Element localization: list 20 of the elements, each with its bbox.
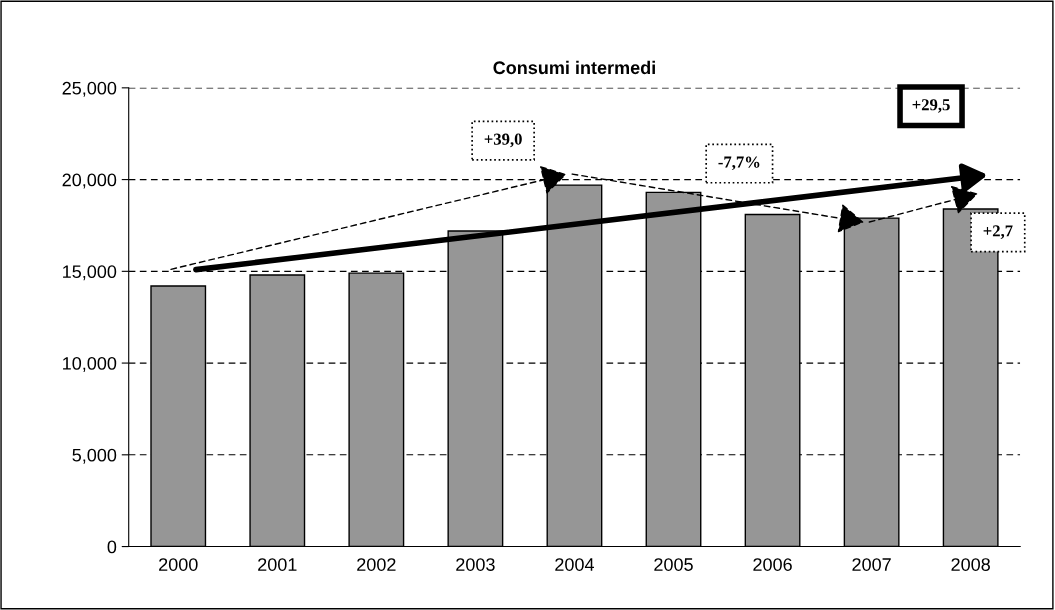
y-tick-label: 20,000 [62,173,117,189]
x-tick-label: 2001 [258,558,297,571]
annotation: +29,5 [912,99,950,113]
x-tick-label: 2006 [753,558,792,571]
chart-title: Consumi intermedi [493,60,655,75]
x-tick-label: 2005 [654,558,693,571]
y-tick-label: 5,000 [72,448,117,464]
y-tick-label: 15,000 [63,265,117,281]
annotation: -7,7% [718,156,760,171]
annotation: +39,0 [484,133,522,148]
x-tick-label: 2004 [555,558,594,571]
y-tick-label: 10,000 [63,357,117,372]
y-tick-label: 25,000 [62,81,117,97]
x-tick-label: 2000 [159,558,198,571]
x-tick-label: 2008 [951,558,990,571]
y-tick-label: 0 [107,540,117,554]
annotation: +2,7 [983,225,1013,239]
x-tick-label: 2003 [456,558,495,571]
x-tick-label: 2007 [852,558,891,571]
x-tick-label: 2002 [357,558,396,571]
